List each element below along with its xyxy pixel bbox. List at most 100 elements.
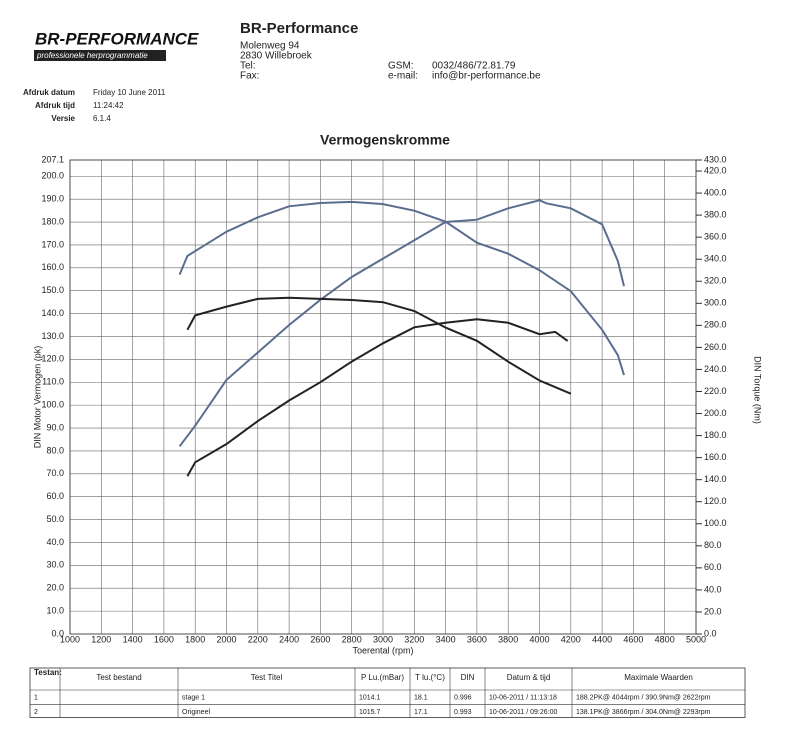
table-cell: stage 1	[182, 695, 205, 702]
table-caption: Testan:	[34, 668, 62, 677]
info-label: Versie	[51, 114, 75, 123]
x-tick-label: 2000	[216, 634, 236, 644]
y2-tick-label: 140.0	[704, 474, 727, 484]
y2-tick-label: 300.0	[704, 298, 727, 308]
y2-tick-label: 20.0	[704, 606, 722, 616]
company: BR-Performance	[240, 20, 358, 37]
y-tick-label: 50.0	[46, 514, 64, 524]
y2-tick-label: 40.0	[704, 584, 722, 594]
info-value: 6.1.4	[93, 114, 111, 123]
y2-tick-label: 200.0	[704, 408, 727, 418]
y-tick-label: 200.0	[41, 171, 64, 181]
table-header: Maximale Waarden	[624, 673, 693, 682]
table-cell: 2	[34, 709, 38, 716]
x-tick-label: 1800	[185, 634, 205, 644]
y2-tick-label: 430.0	[704, 154, 727, 164]
y-tick-label: 30.0	[46, 560, 64, 570]
x-tick-label: 5000	[686, 634, 706, 644]
y-tick-label: 90.0	[46, 422, 64, 432]
y2-tick-label: 0.0	[704, 628, 717, 638]
x-tick-label: 3000	[373, 634, 393, 644]
table-header: P Lu.(mBar)	[361, 673, 404, 682]
y2-tick-label: 380.0	[704, 209, 727, 219]
table-header: Datum & tijd	[507, 673, 551, 682]
y2-tick-label: 260.0	[704, 342, 727, 352]
table-cell: 138.1PK@ 3866rpm / 304.0Nm@ 2293rpm	[576, 709, 711, 716]
y-tick-label: 190.0	[41, 194, 64, 204]
chart-title: Vermogenskromme	[320, 132, 450, 148]
x-tick-label: 4800	[655, 634, 675, 644]
y-tick-label: 170.0	[41, 239, 64, 249]
table-cell: 18.1	[414, 695, 428, 702]
logo: BR-PERFORMANCE	[35, 29, 199, 48]
y-tick-label: 140.0	[41, 308, 64, 318]
y2-tick-label: 240.0	[704, 364, 727, 374]
x-tick-label: 4000	[529, 634, 549, 644]
gsm-label: GSM:	[388, 61, 414, 72]
email: info@br-performance.be	[432, 71, 541, 82]
y-tick-label: 120.0	[41, 354, 64, 364]
series-line	[186, 296, 572, 395]
x-tick-label: 4400	[592, 634, 612, 644]
x-tick-label: 2800	[342, 634, 362, 644]
series-line	[186, 318, 569, 477]
tel-label: Tel:	[240, 61, 256, 72]
plot-frame	[69, 159, 697, 635]
y-tick-label: 150.0	[41, 285, 64, 295]
table-header: Test bestand	[96, 673, 141, 682]
x-tick-label: 3200	[404, 634, 424, 644]
y-tick-label: 180.0	[41, 216, 64, 226]
x-tick-label: 2400	[279, 634, 299, 644]
table-header: Test Titel	[251, 673, 283, 682]
y-axis-label: DIN Motor Vermogen (pk)	[32, 346, 42, 449]
y2-tick-label: 320.0	[704, 276, 727, 286]
y-tick-label: 207.1	[41, 154, 64, 164]
table-cell: 1	[34, 695, 38, 702]
y2-tick-label: 160.0	[704, 452, 727, 462]
table-cell: 0.996	[454, 695, 472, 702]
street: Molenweg 94	[240, 41, 300, 52]
y2-tick-label: 220.0	[704, 386, 727, 396]
y-tick-label: 110.0	[42, 377, 64, 387]
table-cell: 1014.1	[359, 695, 381, 702]
y2-tick-label: 280.0	[704, 320, 727, 330]
table-cell: 1015.7	[359, 709, 381, 716]
info-label: Afdruk datum	[23, 88, 75, 97]
y2-tick-label: 360.0	[704, 232, 727, 242]
fax-label: Fax:	[240, 71, 259, 82]
info-value: 11:24:42	[93, 101, 124, 110]
y2-axis-label: DIN Torque (Nm)	[753, 356, 763, 424]
y2-tick-label: 60.0	[704, 562, 722, 572]
x-tick-label: 1600	[154, 634, 174, 644]
y2-tick-label: 120.0	[704, 496, 727, 506]
x-tick-label: 2600	[310, 634, 330, 644]
x-tick-label: 3400	[436, 634, 456, 644]
table-cell: 188.2PK@ 4044rpm / 390.9Nm@ 2622rpm	[576, 695, 711, 702]
y-tick-label: 80.0	[46, 445, 64, 455]
table-cell: 10-06-2011 / 11:13:18	[489, 695, 557, 702]
y-tick-label: 20.0	[46, 583, 64, 593]
y2-tick-label: 80.0	[704, 540, 722, 550]
gsm: 0032/486/72.81.79	[432, 61, 516, 72]
x-tick-label: 2200	[248, 634, 268, 644]
table-header: DIN	[461, 673, 475, 682]
x-tick-label: 4600	[623, 634, 643, 644]
table-cell: 10-06-2011 / 09:26:00	[489, 709, 557, 716]
y2-tick-label: 340.0	[704, 254, 727, 264]
x-tick-label: 1000	[60, 634, 80, 644]
y-tick-label: 60.0	[46, 491, 64, 501]
info-value: Friday 10 June 2011	[93, 88, 166, 97]
y2-tick-label: 420.0	[704, 165, 727, 175]
y-tick-label: 40.0	[46, 537, 64, 547]
series-line	[178, 199, 625, 447]
x-tick-label: 1400	[123, 634, 143, 644]
y-tick-label: 160.0	[41, 262, 64, 272]
y-tick-label: 0.0	[51, 628, 64, 638]
x-axis-label: Toerental (rpm)	[352, 645, 413, 655]
table-cell: 17.1	[414, 709, 428, 716]
y2-tick-label: 400.0	[704, 187, 727, 197]
table-cell: Origineel	[182, 709, 210, 716]
series-line	[178, 200, 625, 376]
x-tick-label: 4200	[561, 634, 581, 644]
table-frame	[29, 667, 746, 718]
